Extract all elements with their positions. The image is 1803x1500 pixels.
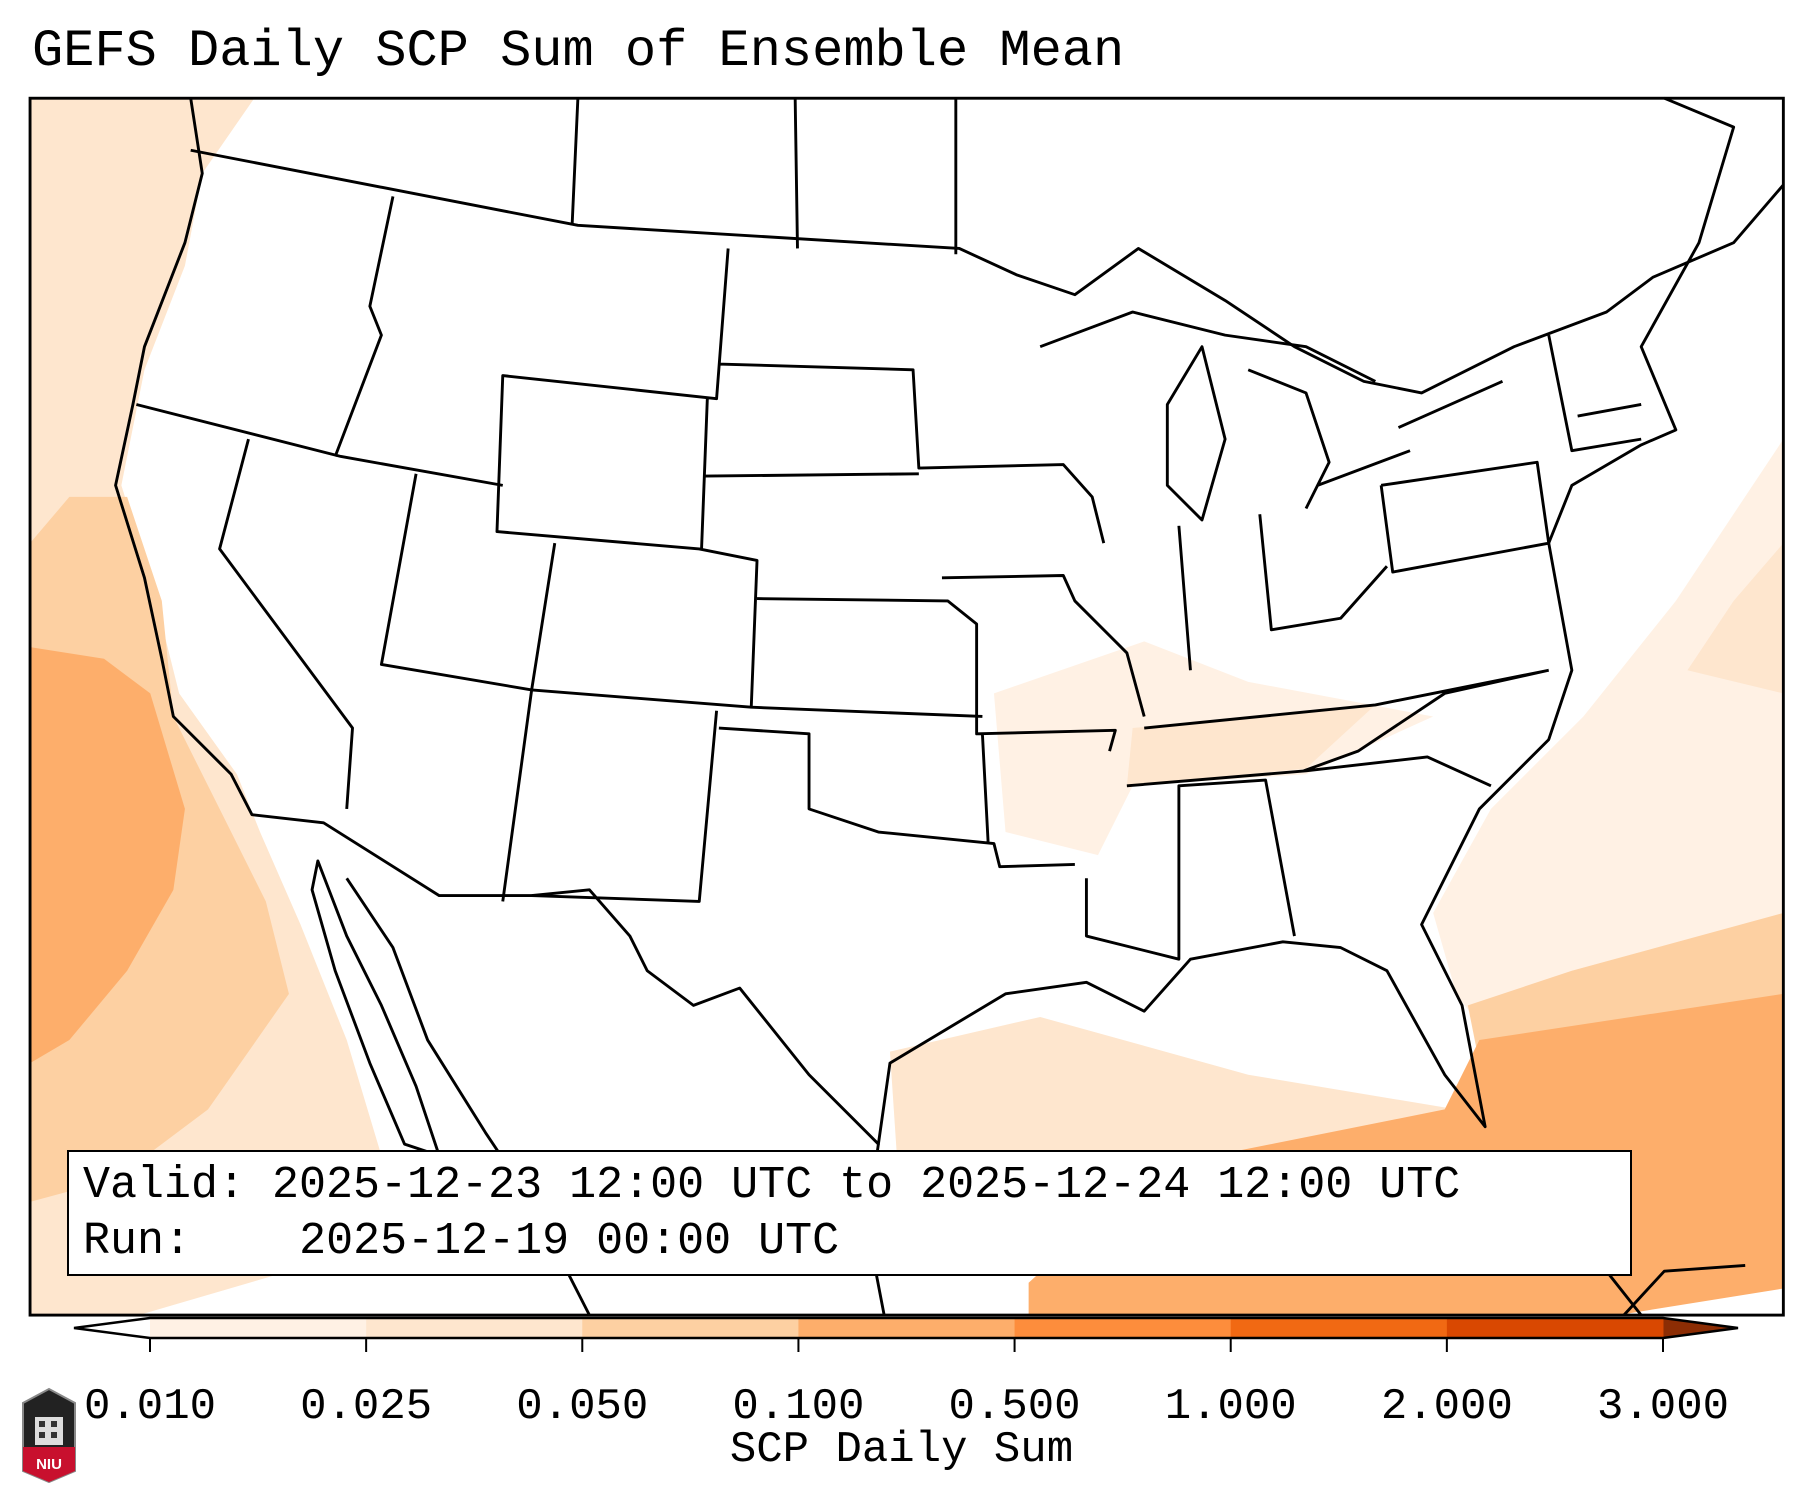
canada-border [190, 148, 1785, 395]
colorbar-segment [150, 1318, 367, 1338]
colorbar-extend-over [1663, 1318, 1738, 1338]
shade-pacific-strong [30, 647, 185, 1064]
valid-value: 2025-12-23 12:00 UTC to 2025-12-24 12:00… [272, 1160, 1461, 1211]
colorbar-tick-label: 1.000 [1164, 1382, 1297, 1432]
colorbar-segment [1014, 1318, 1232, 1338]
colorbar-tick-label: 0.025 [300, 1382, 433, 1432]
colorbar-tick-label: 0.500 [948, 1382, 1081, 1432]
state-lines [136, 98, 1642, 961]
run-label: Run: [83, 1216, 192, 1267]
boundaries [114, 96, 1785, 1317]
coastline [114, 96, 1736, 1146]
colorbar-segment [1446, 1318, 1664, 1338]
colorbar-tick-label: 0.100 [732, 1382, 865, 1432]
info-box: Valid: 2025-12-23 12:00 UTC to 2025-12-2… [67, 1150, 1632, 1276]
colorbar-tick-label: 0.010 [83, 1382, 217, 1432]
colorbar-tick-label: 2.000 [1380, 1382, 1513, 1432]
plot-frame [28, 96, 1785, 1317]
colorbar-segment [582, 1318, 799, 1338]
figure-title: GEFS Daily SCP Sum of Ensemble Mean [32, 22, 1125, 81]
colorbar-segment [1230, 1318, 1448, 1338]
valid-label: Valid: [83, 1160, 246, 1211]
shade-atlantic-light [1433, 439, 1784, 1041]
shade-atlantic-medium [1687, 543, 1784, 694]
shade-tennessee [1126, 704, 1376, 786]
colorbar-extend-under [74, 1318, 150, 1338]
niu-logo: NIU [22, 1387, 76, 1483]
colorbar-label: SCP Daily Sum [729, 1425, 1074, 1475]
baja-peninsula [310, 859, 441, 1158]
colorbar-tick-label: 0.050 [516, 1382, 649, 1432]
run-value: 2025-12-19 00:00 UTC [299, 1216, 840, 1267]
colorbar-tick-label: 3.000 [1596, 1382, 1730, 1432]
colorbar-segment [798, 1318, 1016, 1338]
colorbar-segment [366, 1318, 583, 1338]
valid-line: Valid: 2025-12-23 12:00 UTC to 2025-12-2… [83, 1158, 1616, 1214]
great-lakes [1039, 310, 1504, 522]
run-line: Run: 2025-12-19 00:00 UTC [83, 1214, 1616, 1270]
logo-text: NIU [36, 1456, 62, 1473]
